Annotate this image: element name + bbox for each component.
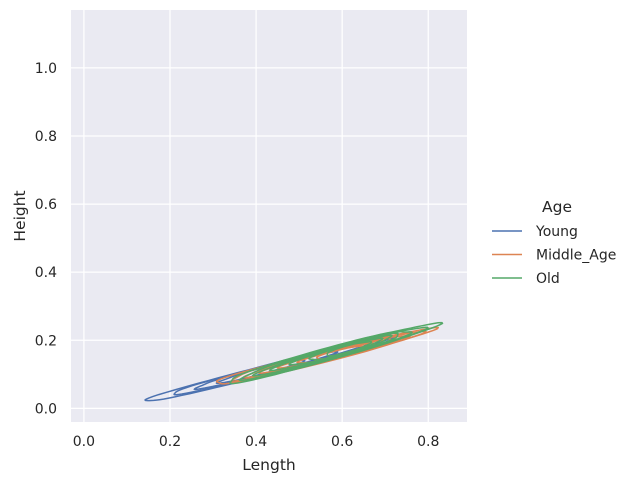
x-tick-label: 0.6 xyxy=(331,434,353,450)
y-tick-label: 0.2 xyxy=(35,333,57,349)
y-tick-label: 0.0 xyxy=(35,401,57,417)
grid-lines xyxy=(71,10,467,422)
x-tick-label: 0.8 xyxy=(417,434,439,450)
legend-label: Old xyxy=(536,271,560,287)
contour-line xyxy=(288,334,393,366)
y-tick-label: 1.0 xyxy=(35,61,57,77)
contour-line xyxy=(326,341,373,357)
x-axis-label: Length xyxy=(242,456,295,474)
y-tick-label: 0.6 xyxy=(35,197,57,213)
plot-background xyxy=(71,10,467,422)
legend-label: Young xyxy=(535,224,578,240)
x-tick-label: 0.0 xyxy=(73,434,95,450)
y-tick-label: 0.8 xyxy=(35,129,57,145)
legend-label: Middle_Age xyxy=(536,248,616,264)
contour-layer xyxy=(144,321,444,402)
x-tick-label: 0.2 xyxy=(159,434,181,450)
y-tick-label: 0.4 xyxy=(35,265,57,281)
x-tick-label: 0.4 xyxy=(245,434,267,450)
contour-line xyxy=(308,337,384,361)
y-axis-label: Height xyxy=(11,190,29,241)
contour-series-old xyxy=(229,321,444,385)
x-axis-ticks: 0.0 0.2 0.4 0.6 0.8 xyxy=(73,434,440,450)
legend-title: Age xyxy=(542,198,572,216)
legend: Age Young Middle_Age Old xyxy=(492,198,616,287)
y-axis-ticks: 0.0 0.2 0.4 0.6 0.8 1.0 xyxy=(35,61,57,417)
